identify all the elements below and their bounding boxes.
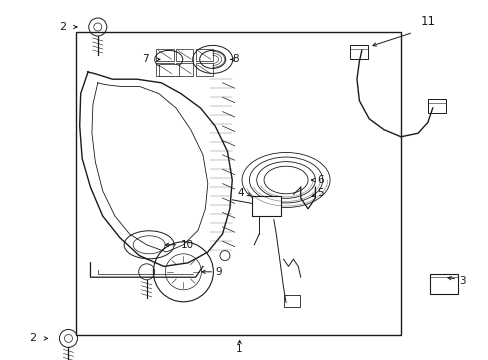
Text: 11: 11	[420, 15, 434, 28]
Bar	[283, 295, 299, 307]
Bar	[176, 49, 193, 61]
Text: 6: 6	[316, 175, 323, 185]
Text: 1: 1	[236, 344, 243, 354]
Bar	[156, 49, 173, 61]
Text: 9: 9	[215, 267, 222, 277]
Text: 10: 10	[181, 240, 194, 250]
Bar	[429, 274, 457, 294]
Text: 4: 4	[237, 188, 244, 198]
Text: 8: 8	[232, 54, 239, 64]
Bar	[251, 196, 281, 216]
Bar	[76, 32, 400, 335]
Bar	[349, 45, 367, 59]
Bar	[176, 63, 193, 76]
Text: 7: 7	[142, 54, 149, 64]
Text: 3: 3	[458, 276, 465, 286]
Bar	[195, 49, 212, 61]
Bar	[195, 63, 212, 76]
Bar	[156, 63, 173, 76]
Text: 5: 5	[316, 188, 323, 198]
Bar	[159, 64, 178, 76]
Text: 2: 2	[29, 333, 37, 343]
Bar	[427, 99, 445, 113]
Text: 2: 2	[59, 22, 66, 32]
